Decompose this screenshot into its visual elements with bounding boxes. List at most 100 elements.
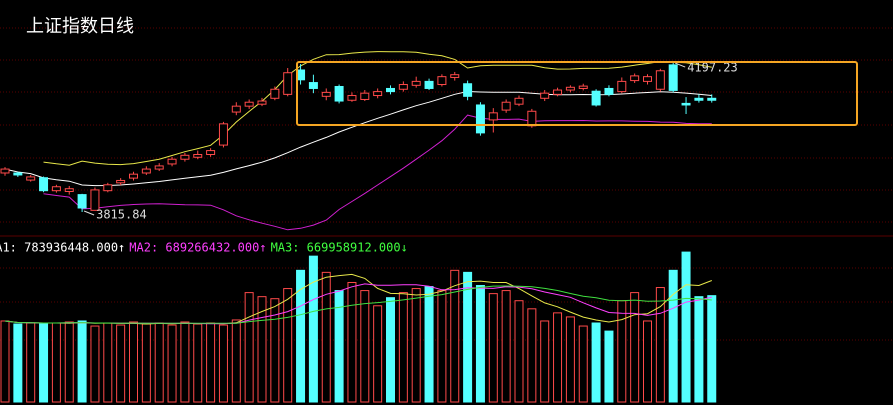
volume-bar <box>116 324 126 403</box>
candle-body <box>13 172 23 176</box>
candle-body <box>103 184 113 192</box>
candle-body <box>463 83 473 97</box>
band-upper <box>43 51 712 166</box>
volume-bar <box>373 305 383 403</box>
volume-bar <box>64 321 74 403</box>
candle-body <box>244 101 254 107</box>
volume-bar <box>591 322 601 403</box>
candle-body <box>707 97 717 101</box>
volume-bar <box>51 322 61 403</box>
candle-body <box>129 173 138 179</box>
volume-bar <box>424 286 434 403</box>
candle-body <box>514 97 524 105</box>
volume-bar <box>154 322 164 403</box>
volume-bar <box>257 296 267 403</box>
volume-bar <box>437 290 447 403</box>
low-label: 3815.84 <box>96 207 147 221</box>
chart-title: 上证指数日线 <box>26 16 134 37</box>
candle-body <box>437 76 447 86</box>
candle-body <box>283 72 293 95</box>
candle-body <box>270 88 280 99</box>
candle-body <box>411 80 421 86</box>
volume-bar <box>694 296 704 403</box>
volume-bar <box>283 288 293 403</box>
candle-body <box>630 75 640 82</box>
volume-bar <box>411 288 421 403</box>
volume-bar <box>450 269 460 403</box>
candle-body <box>167 158 177 165</box>
candle-body <box>360 92 370 100</box>
candle-body <box>668 64 678 91</box>
volume-bar <box>218 324 228 403</box>
volume-bar <box>386 297 395 403</box>
volume-bar <box>296 269 306 403</box>
candle-body <box>347 95 357 101</box>
volume-bar <box>244 292 254 403</box>
volume-bar <box>668 269 678 403</box>
high-label: 4197.23 <box>687 61 738 75</box>
volume-bar <box>13 323 23 403</box>
candle-body <box>475 104 485 134</box>
candle-body <box>116 179 126 184</box>
candle-body <box>450 74 460 78</box>
volume-bar <box>39 323 49 403</box>
volume-bar <box>193 323 203 403</box>
candle-body <box>553 89 563 95</box>
volume-bar <box>617 300 627 403</box>
volume-bar <box>398 292 408 403</box>
volume-bar <box>643 320 652 403</box>
low-pointer <box>83 210 95 216</box>
candle-body <box>527 110 537 127</box>
volume-bar <box>167 324 177 403</box>
candle-body <box>398 84 408 90</box>
volume-bar <box>129 321 138 403</box>
plot: 4197.23 3815.84 MA1: 783936448.000↑ MA2: 68… <box>0 51 738 403</box>
volume-bar <box>231 319 241 403</box>
volume-bar <box>540 320 550 403</box>
volume-bar <box>321 271 331 403</box>
candle-body <box>655 70 665 90</box>
candle-body <box>218 123 228 146</box>
candle-body <box>64 188 74 192</box>
high-pointer <box>675 62 686 68</box>
volume-bar <box>501 290 511 403</box>
candle-body <box>51 186 61 192</box>
candle-body <box>565 86 575 91</box>
highlight-box <box>296 61 858 126</box>
candle-body <box>39 177 49 192</box>
candle-body <box>26 176 36 181</box>
volume-bar <box>180 321 190 403</box>
candle-body <box>193 154 203 158</box>
volume-bar <box>514 300 524 403</box>
candle-body <box>540 92 550 99</box>
volume-bar <box>655 287 665 403</box>
volume-bar <box>90 325 100 403</box>
candle-body <box>643 76 652 82</box>
volume-bar <box>360 290 370 403</box>
volume-bar <box>630 292 640 403</box>
volume-bar <box>527 308 537 403</box>
volume-bar <box>578 325 588 403</box>
candle-body <box>488 112 498 121</box>
band-lower <box>43 114 712 231</box>
candle-body <box>578 85 588 89</box>
volume-bar <box>270 298 280 403</box>
candle-body <box>77 194 87 209</box>
volume-bar <box>26 322 36 403</box>
candle-body <box>501 101 511 111</box>
volume-bar <box>308 255 318 403</box>
volume-bar <box>553 312 563 403</box>
candle-body <box>90 189 100 211</box>
candle-body <box>308 82 318 89</box>
candle-body <box>424 80 434 89</box>
volume-bar <box>347 281 357 403</box>
legend-entry: MA3: 669958912.000↓ <box>271 241 408 255</box>
volume-ma <box>4 285 712 324</box>
volume-bar <box>77 320 87 403</box>
candle-body <box>206 150 216 156</box>
candle-body <box>373 91 383 97</box>
candle-body <box>386 87 395 93</box>
candle-body <box>604 87 614 95</box>
candle-body <box>154 165 164 170</box>
